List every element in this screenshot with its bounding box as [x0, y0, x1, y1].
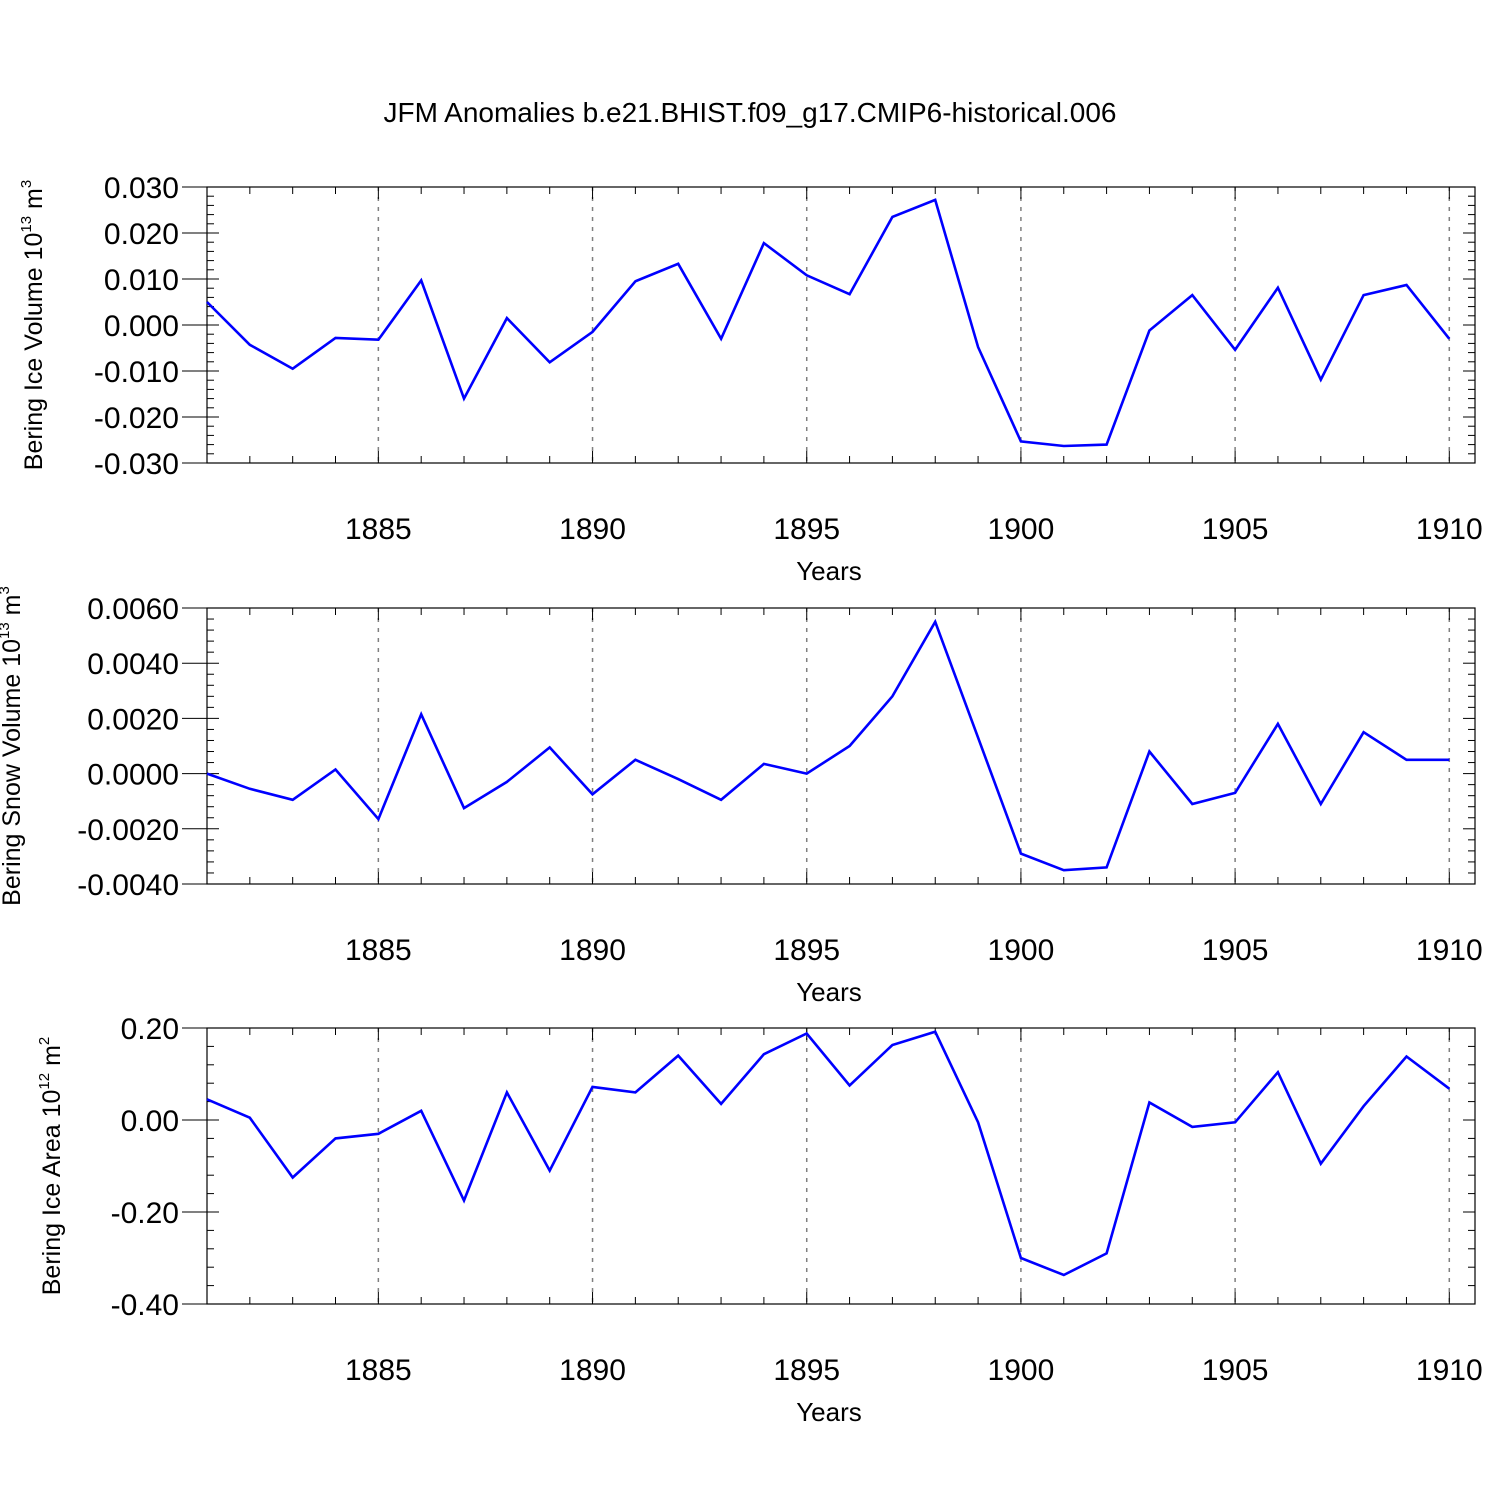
- x-tick-label: 1885: [345, 513, 412, 546]
- y-tick-label: -0.0020: [77, 814, 179, 847]
- y-axis-title: Bering Ice Area 1012 m2: [36, 1037, 66, 1296]
- y-tick-label: 0.020: [104, 218, 179, 251]
- series-line: [206, 198, 1451, 448]
- x-tick-label: 1895: [773, 513, 840, 546]
- x-tick-label: 1895: [773, 1354, 840, 1387]
- x-tick-label: 1900: [988, 1354, 1055, 1387]
- chart-title: JFM Anomalies b.e21.BHIST.f09_g17.CMIP6-…: [383, 97, 1116, 128]
- y-axis-title-text: m: [0, 595, 26, 623]
- y-tick-label: -0.0040: [77, 869, 179, 902]
- x-tick-label: 1900: [988, 513, 1055, 546]
- series-line: [206, 618, 1450, 872]
- x-tick-label: 1900: [988, 934, 1055, 967]
- y-tick-label: -0.40: [111, 1289, 179, 1322]
- y-axis-title-exponent: 3: [18, 180, 35, 188]
- y-axis-title-text: Bering Ice Volume 10: [20, 233, 48, 471]
- x-tick-label: 1910: [1416, 934, 1483, 967]
- y-axis-title-exponent: 13: [18, 216, 35, 233]
- y-tick-label: -0.010: [94, 356, 179, 389]
- x-tick-label: 1890: [559, 513, 626, 546]
- x-tick-label: 1895: [773, 934, 840, 967]
- plot-frame: [206, 1027, 1476, 1305]
- y-axis-title-text: Bering Ice Area 10: [38, 1090, 66, 1296]
- y-tick-label: -0.030: [94, 448, 179, 481]
- y-tick-label: 0.0060: [87, 593, 179, 626]
- y-tick-label: 0.0020: [87, 703, 179, 736]
- y-tick-label: 0.010: [104, 264, 179, 297]
- x-tick-label: 1890: [559, 934, 626, 967]
- y-tick-label: -0.20: [111, 1197, 179, 1230]
- x-axis-title: Years: [796, 556, 862, 586]
- chart-panel-1: -0.030 -0.020 -0.010 0.000 0.010 0.020 0.030 18…: [18, 172, 1483, 586]
- y-tick-label: 0.0000: [87, 759, 179, 792]
- chart-panels: -0.030 -0.020 -0.010 0.000 0.010 0.020 0.030 18…: [0, 172, 1483, 1427]
- y-tick-label: -0.020: [94, 402, 179, 435]
- x-tick-label: 1905: [1202, 1354, 1269, 1387]
- y-tick-label: 0.00: [121, 1105, 179, 1138]
- x-tick-label: 1905: [1202, 513, 1269, 546]
- y-axis-title-text: m: [20, 188, 48, 216]
- x-tick-label: 1885: [345, 1354, 412, 1387]
- y-axis-title-exponent: 12: [36, 1073, 53, 1090]
- x-tick-label: 1890: [559, 1354, 626, 1387]
- x-axis-title: Years: [796, 1397, 862, 1427]
- chart-panel-3: -0.40 -0.20 0.00 0.20 1885 1890 1895 1900 1905 19…: [36, 1013, 1483, 1427]
- y-tick-label: 0.0040: [87, 648, 179, 681]
- y-tick-label: 0.030: [104, 172, 179, 205]
- x-tick-label: 1905: [1202, 934, 1269, 967]
- y-axis-title-exponent: 3: [0, 586, 13, 594]
- y-axis-title-exponent: 2: [36, 1037, 53, 1045]
- plot-frame: [206, 186, 1476, 464]
- plot-frame: [206, 607, 1476, 885]
- x-tick-label: 1885: [345, 934, 412, 967]
- x-tick-label: 1910: [1416, 1354, 1483, 1387]
- y-axis-title-text: Bering Snow Volume 10: [0, 639, 26, 906]
- x-axis-title: Years: [796, 977, 862, 1007]
- y-tick-label: 0.000: [104, 310, 179, 343]
- y-tick-label: 0.20: [121, 1013, 179, 1046]
- y-axis-title: Bering Ice Volume 1013 m3: [18, 180, 48, 470]
- y-axis-title: Bering Snow Volume 1013 m3: [0, 586, 26, 906]
- chart-panel-2: -0.0040 -0.0020 0.0000 0.0020 0.0040 0.0060 18…: [0, 586, 1483, 1007]
- series-line: [206, 1030, 1451, 1277]
- y-axis-title-text: m: [38, 1045, 66, 1073]
- x-tick-label: 1910: [1416, 513, 1483, 546]
- y-axis-title-exponent: 13: [0, 622, 13, 639]
